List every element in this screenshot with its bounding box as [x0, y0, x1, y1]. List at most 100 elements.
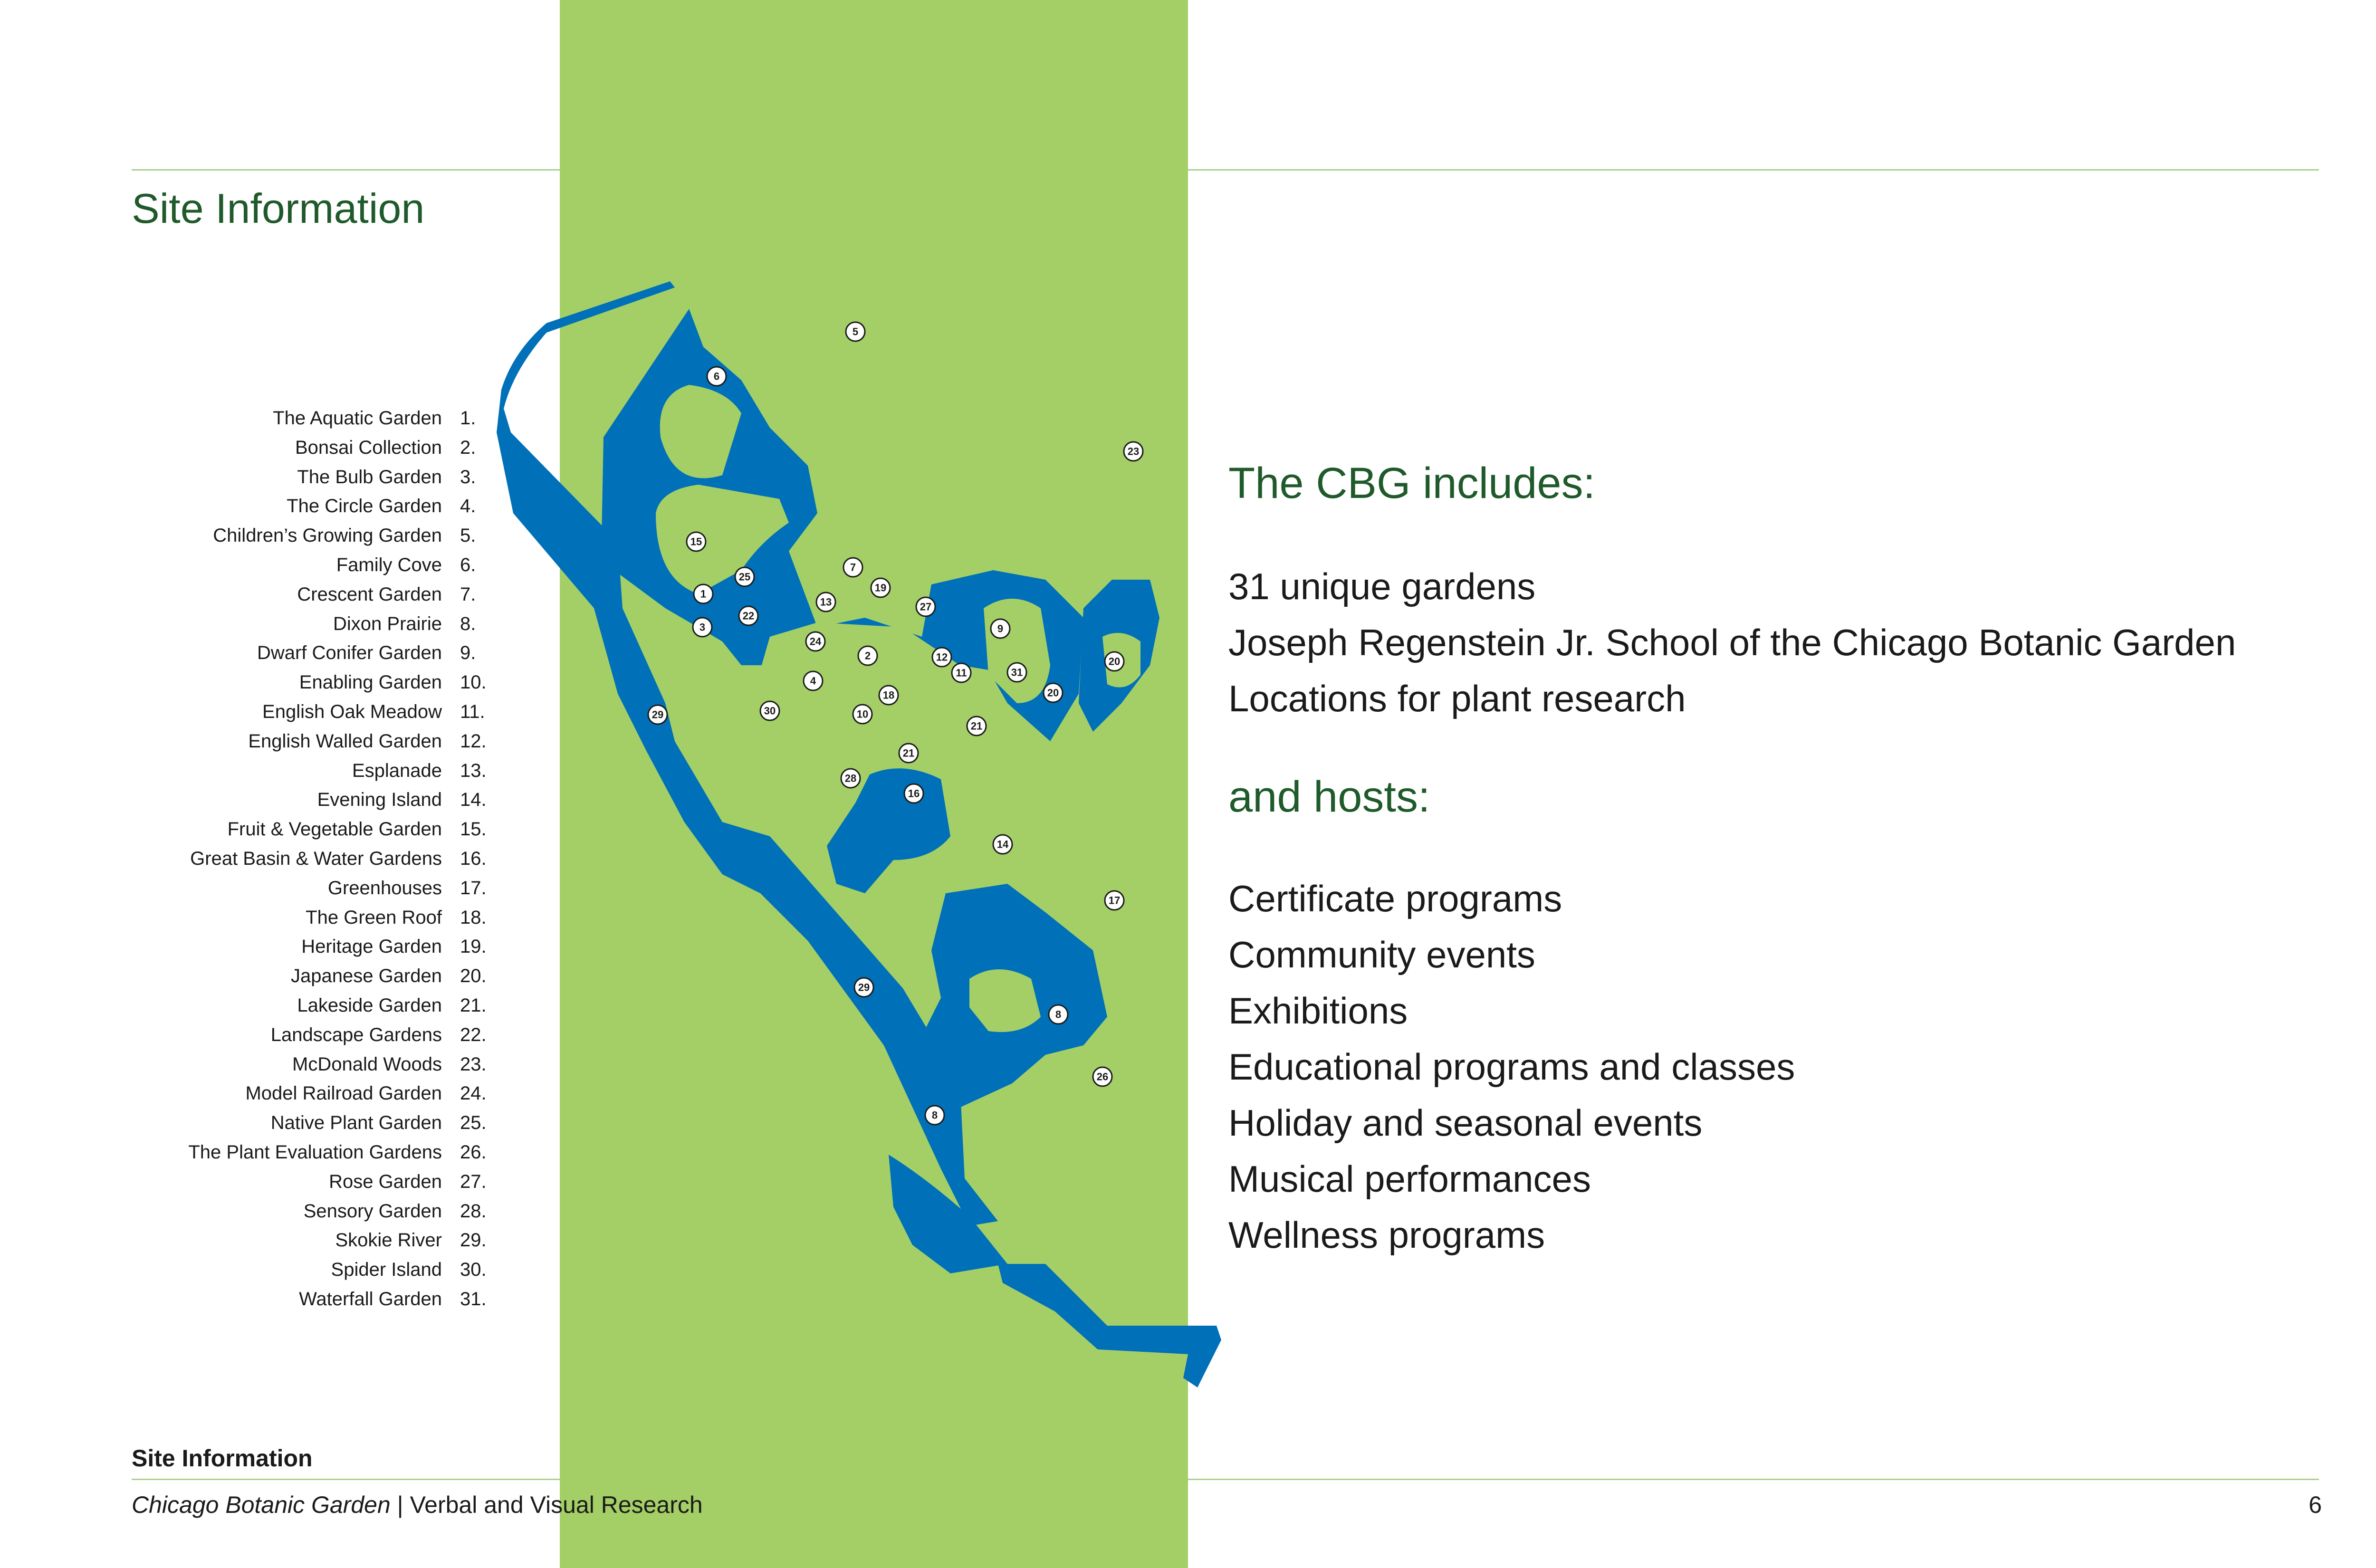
legend-number: 7.: [460, 583, 476, 605]
map-marker-circle: [693, 583, 714, 604]
bottom-rule-right: [1188, 1479, 2319, 1480]
map-marker: 22: [738, 605, 759, 626]
legend-row: Lakeside Garden 21.: [71, 991, 499, 1021]
legend-number: 19.: [460, 936, 487, 957]
map-marker: 25: [734, 566, 755, 587]
includes-item: Locations for plant research: [1228, 678, 1686, 719]
legend-name: English Oak Meadow: [262, 701, 442, 722]
legend-number: 3.: [460, 466, 476, 488]
map-marker: 19: [870, 577, 891, 598]
map-marker-circle: [878, 685, 899, 706]
legend-number: 29.: [460, 1230, 487, 1251]
legend-number: 4.: [460, 496, 476, 517]
legend-row: Landscape Gardens 22.: [71, 1021, 499, 1050]
legend-number: 13.: [460, 760, 487, 781]
map-marker: 14: [992, 834, 1013, 855]
hosts-list: Certificate programs Community events Exhi…: [1228, 870, 1795, 1263]
map-marker: 27: [915, 596, 936, 617]
map-marker: 21: [898, 743, 919, 764]
map-marker: 16: [903, 783, 924, 804]
map-marker-label: 4: [810, 675, 816, 687]
map-marker-label: 7: [850, 562, 856, 574]
map-marker-label: 1: [700, 588, 706, 600]
legend-number: 20.: [460, 966, 487, 987]
map-marker-label: 8: [932, 1109, 938, 1121]
legend-number: 23.: [460, 1053, 487, 1075]
map-marker-circle: [1092, 1066, 1113, 1087]
legend-name: The Bulb Garden: [297, 466, 442, 488]
map-marker-label: 26: [1097, 1071, 1108, 1083]
map-marker-label: 29: [652, 709, 663, 721]
legend-name: Heritage Garden: [301, 936, 442, 957]
legend-number: 8.: [460, 613, 476, 634]
map-marker-circle: [931, 647, 952, 668]
hosts-heading: and hosts:: [1228, 773, 1430, 821]
legend-number: 2.: [460, 437, 476, 458]
footer-section-title: Site Information: [132, 1445, 313, 1472]
map-marker: 9: [990, 618, 1011, 639]
page-number: 6: [2309, 1492, 2322, 1518]
hosts-item: Wellness programs: [1228, 1214, 1545, 1256]
map-marker-label: 16: [908, 788, 920, 800]
map-marker-circle: [898, 743, 919, 764]
map-markers: 1234567889101112131415161718192020212122…: [647, 321, 1144, 1126]
legend-number: 9.: [460, 642, 476, 664]
legend-row: Family Cove 6.: [71, 551, 499, 580]
legend-name: Great Basin & Water Gardens: [190, 848, 442, 869]
map-marker: 8: [924, 1105, 945, 1126]
map-marker-circle: [992, 834, 1013, 855]
map-marker-circle: [951, 662, 972, 683]
map-marker: 21: [966, 716, 987, 736]
legend-name: Model Railroad Garden: [245, 1083, 442, 1104]
legend-number: 14.: [460, 789, 487, 811]
island-south: [969, 969, 1041, 1032]
map-marker-circle: [1104, 890, 1125, 911]
map-marker: 28: [840, 768, 861, 789]
map-marker: 13: [815, 592, 836, 612]
legend-row: Enabling Garden 10.: [71, 668, 499, 698]
map-marker-circle: [738, 605, 759, 626]
map-marker-circle: [903, 783, 924, 804]
map-marker-label: 25: [739, 571, 750, 583]
legend-number: 18.: [460, 907, 487, 928]
map-marker: 6: [706, 366, 727, 387]
map-marker-label: 29: [858, 982, 870, 994]
legend-name: Greenhouses: [327, 877, 442, 899]
legend-number: 30.: [460, 1259, 487, 1281]
legend-number: 26.: [460, 1141, 487, 1163]
page-title: Site Information: [132, 185, 425, 232]
legend-number: 15.: [460, 819, 487, 840]
map-marker: 5: [845, 321, 866, 342]
hosts-item: Holiday and seasonal events: [1228, 1102, 1703, 1144]
map-marker-circle: [1048, 1004, 1069, 1025]
map-marker: 1: [693, 583, 714, 604]
legend-row: The Aquatic Garden 1.: [71, 404, 499, 433]
map-marker: 15: [686, 531, 707, 552]
map-marker: 8: [1048, 1004, 1069, 1025]
legend-number: 5.: [460, 525, 476, 546]
legend-name: The Aquatic Garden: [273, 408, 442, 429]
map-marker: 29: [647, 704, 668, 725]
central-land: [751, 622, 960, 779]
map-marker: 17: [1104, 890, 1125, 911]
map-marker-label: 30: [764, 705, 776, 717]
legend-row: Crescent Garden 7.: [71, 580, 499, 610]
lake-southwest: [889, 1155, 1007, 1273]
legend-number: 10.: [460, 672, 487, 693]
map-marker-circle: [853, 977, 874, 998]
map-marker-circle: [915, 596, 936, 617]
legend-name: Japanese Garden: [290, 966, 442, 987]
map-marker-label: 21: [971, 720, 982, 732]
legend-row: The Green Roof 18.: [71, 903, 499, 933]
map-marker-circle: [734, 566, 755, 587]
legend-row: McDonald Woods 23.: [71, 1050, 499, 1080]
map-marker-label: 31: [1011, 667, 1023, 679]
map-marker-label: 27: [920, 601, 931, 613]
map-marker-circle: [815, 592, 836, 612]
legend-name: The Circle Garden: [287, 496, 442, 517]
map-marker-circle: [870, 577, 891, 598]
map-marker-circle: [840, 768, 861, 789]
map-marker-label: 20: [1109, 656, 1120, 668]
map-marker-label: 8: [1055, 1009, 1061, 1021]
map-marker: 23: [1123, 441, 1144, 462]
